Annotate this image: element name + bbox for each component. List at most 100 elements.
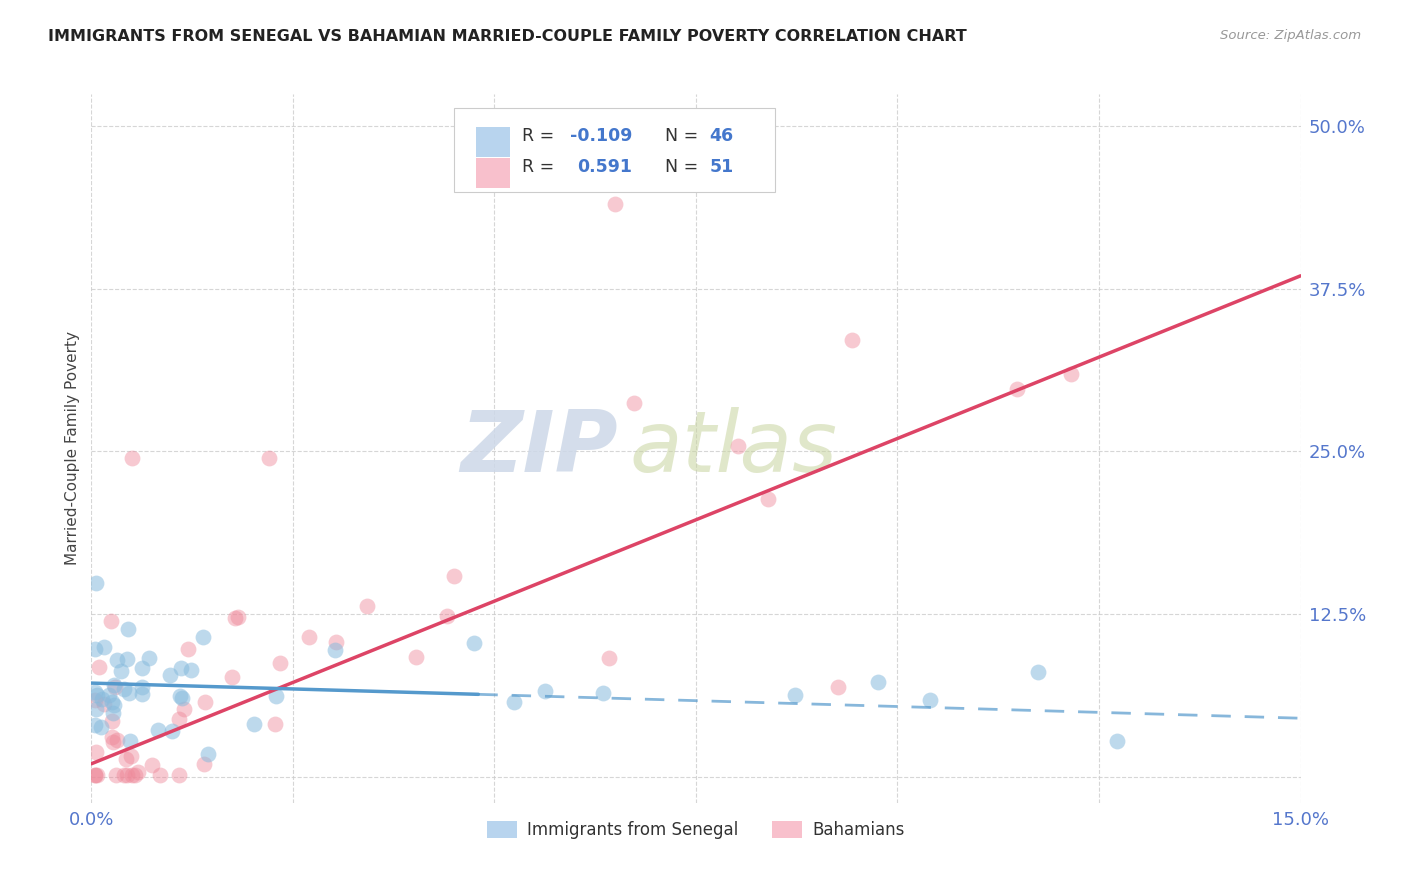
Point [121,450,143,465]
Point [264,689,287,703]
Point [1060,367,1083,381]
Point [84,768,107,782]
Point [112,768,135,782]
Point [866,675,889,690]
Point [84,576,107,591]
Point [112,681,135,696]
Point [101,714,124,728]
Point [101,695,124,709]
Point [756,492,779,507]
Point [605,197,627,211]
Point [105,653,128,667]
Point [100,614,122,628]
Point [84,685,107,699]
Text: atlas: atlas [630,407,838,490]
Legend: Immigrants from Senegal, Bahamians: Immigrants from Senegal, Bahamians [481,814,911,846]
Y-axis label: Married-Couple Family Poverty: Married-Couple Family Poverty [65,331,80,566]
Point [193,756,215,771]
Point [918,692,941,706]
Point [84,745,107,759]
Point [1026,665,1049,680]
Point [103,698,125,713]
Point [170,661,193,675]
Point [131,661,153,675]
Point [86,688,108,702]
Point [841,333,863,347]
Point [120,733,142,747]
Point [167,712,190,726]
Point [127,765,149,780]
Point [86,768,108,782]
Point [269,656,291,670]
Point [194,696,217,710]
Text: R =: R = [522,127,560,145]
Text: Source: ZipAtlas.com: Source: ZipAtlas.com [1220,29,1361,42]
Point [84,702,107,716]
Text: N =: N = [665,127,703,145]
Point [463,635,485,649]
Point [727,439,749,453]
Point [1107,734,1129,748]
Point [110,665,132,679]
Text: ZIP: ZIP [460,407,617,490]
Point [173,701,195,715]
Point [159,667,181,681]
Point [101,735,124,749]
Point [146,723,169,737]
Point [827,680,849,694]
Text: R =: R = [522,158,565,177]
Point [1005,382,1028,396]
Point [141,757,163,772]
Text: N =: N = [665,158,703,177]
Point [84,718,107,732]
Point [91,692,114,706]
Point [121,768,143,782]
Point [162,724,184,739]
Point [298,630,321,644]
Point [257,450,280,465]
Point [221,670,243,684]
Point [117,768,139,782]
Point [90,720,112,734]
Point [138,650,160,665]
Point [592,686,614,700]
Text: 0.591: 0.591 [578,158,633,177]
Point [87,660,110,674]
Point [623,396,645,410]
Point [93,640,115,654]
Point [405,649,427,664]
Point [115,752,138,766]
Point [103,678,125,692]
Point [224,611,246,625]
Point [785,689,807,703]
Point [226,609,249,624]
Point [177,641,200,656]
Point [325,635,347,649]
Point [131,680,153,694]
Point [120,748,142,763]
Point [101,730,124,744]
Text: 46: 46 [709,127,734,145]
Point [93,698,115,712]
Point [169,689,191,703]
Point [180,664,202,678]
FancyBboxPatch shape [454,108,775,192]
Point [170,691,193,706]
Point [131,687,153,701]
Point [534,684,557,698]
Point [598,651,620,665]
Point [443,569,465,583]
Bar [475,127,510,157]
Point [124,768,146,782]
Point [98,688,121,702]
Point [117,622,139,636]
Text: -0.109: -0.109 [571,127,633,145]
Point [84,693,107,707]
Point [436,609,458,624]
Point [84,768,107,782]
Text: 51: 51 [709,158,734,177]
Point [356,599,378,614]
Point [105,732,128,747]
Point [118,686,141,700]
Point [264,717,287,731]
